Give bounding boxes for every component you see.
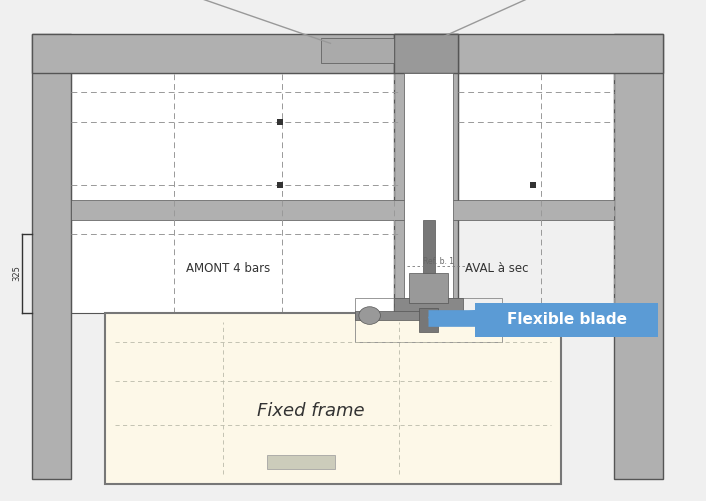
Bar (394, 298, 462, 313)
Text: Fixed frame: Fixed frame (257, 401, 365, 419)
Bar (394, 34, 457, 73)
Bar (267, 454, 335, 469)
Bar (419, 308, 438, 332)
Bar (424, 219, 435, 313)
Bar (32, 34, 664, 73)
Text: Flexible blade: Flexible blade (507, 313, 627, 328)
Bar (355, 298, 502, 342)
Text: AMONT 4 bars: AMONT 4 bars (186, 262, 270, 275)
Text: AVAL à sec: AVAL à sec (465, 262, 529, 275)
Polygon shape (429, 311, 475, 324)
Bar (32, 34, 71, 479)
Text: Ref. b. 1: Ref. b. 1 (423, 257, 454, 266)
Bar (277, 119, 282, 125)
Bar (71, 200, 614, 219)
Bar (71, 73, 399, 313)
Text: 325: 325 (13, 266, 22, 282)
Bar (394, 34, 457, 313)
Ellipse shape (359, 307, 381, 324)
Bar (409, 274, 448, 303)
Bar (475, 303, 659, 337)
Bar (277, 182, 282, 188)
Bar (404, 73, 453, 313)
Bar (355, 311, 502, 321)
Ellipse shape (477, 307, 498, 324)
Bar (321, 39, 394, 63)
Bar (457, 73, 614, 205)
Bar (105, 313, 561, 484)
Bar (614, 34, 664, 479)
Bar (530, 182, 536, 188)
